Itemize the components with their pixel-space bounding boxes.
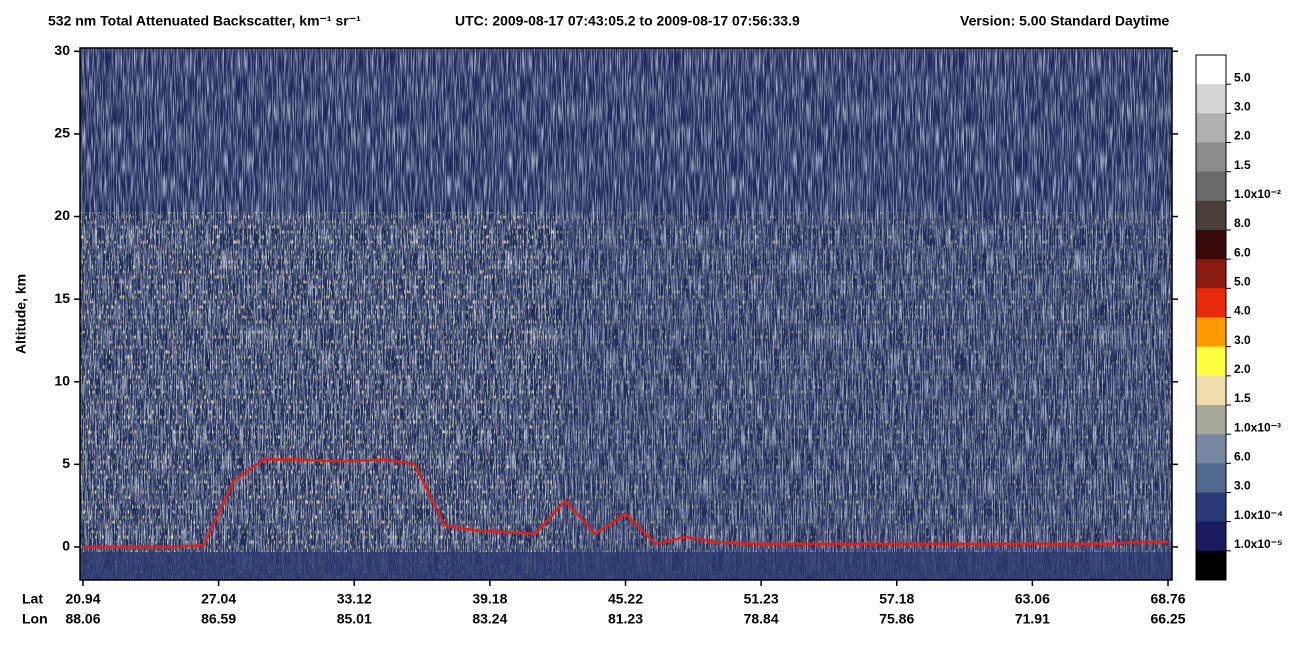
- colorbar-swatch: [1196, 230, 1226, 260]
- y-tick-label: 0: [62, 538, 70, 554]
- colorbar-swatch: [1196, 55, 1226, 85]
- lon-label: 86.59: [201, 611, 236, 627]
- y-tick-label: 10: [54, 372, 70, 388]
- lat-label: 63.06: [1015, 591, 1050, 607]
- subsurface: [80, 552, 1172, 580]
- lon-label: 75.86: [879, 611, 914, 627]
- colorbar-label: 1.5: [1234, 391, 1251, 405]
- colorbar-label: 1.0x10⁻³: [1234, 420, 1281, 434]
- y-tick-label: 15: [54, 290, 70, 306]
- noise-low-dense: [80, 212, 560, 580]
- lon-label: 88.06: [65, 611, 100, 627]
- colorbar-label: 3.0: [1234, 479, 1251, 493]
- colorbar-label: 2.0: [1234, 129, 1251, 143]
- colorbar-swatch: [1196, 259, 1226, 289]
- colorbar-label: 5.0: [1234, 275, 1251, 289]
- lon-label: 78.84: [744, 611, 779, 627]
- y-tick-label: 25: [54, 125, 70, 141]
- colorbar-swatch: [1196, 375, 1226, 406]
- colorbar-swatch: [1196, 492, 1226, 523]
- colorbar-swatch: [1196, 463, 1226, 493]
- lon-row-label: Lon: [22, 611, 48, 627]
- colorbar-swatch: [1196, 346, 1226, 377]
- colorbar-label: 8.0: [1234, 216, 1251, 230]
- lat-label: 39.18: [472, 591, 507, 607]
- lon-label: 66.25: [1150, 611, 1185, 627]
- colorbar-swatch: [1196, 200, 1226, 231]
- colorbar-label: 1.5: [1234, 158, 1251, 172]
- colorbar-label: 1.0x10⁻⁵: [1234, 537, 1283, 551]
- colorbar-label: 3.0: [1234, 100, 1251, 114]
- colorbar-label: 6.0: [1234, 245, 1251, 259]
- lat-label: 68.76: [1150, 591, 1185, 607]
- colorbar-swatch: [1196, 434, 1226, 464]
- colorbar-swatch: [1196, 171, 1226, 202]
- lat-row-label: Lat: [22, 591, 43, 607]
- colorbar-label: 3.0: [1234, 333, 1251, 347]
- colorbar-label: 1.0x10⁻²: [1234, 187, 1281, 201]
- lon-label: 85.01: [337, 611, 372, 627]
- colorbar-swatch: [1196, 405, 1226, 435]
- lon-label: 71.91: [1015, 611, 1050, 627]
- y-axis-title: Altitude, km: [13, 274, 29, 354]
- colorbar-label: 1.0x10⁻⁴: [1234, 508, 1283, 522]
- colorbar-label: 6.0: [1234, 450, 1251, 464]
- colorbar-swatch: [1196, 550, 1226, 581]
- colorbar-swatch: [1196, 142, 1226, 173]
- version: Version: 5.00 Standard Daytime: [960, 13, 1170, 29]
- y-tick-label: 30: [54, 42, 70, 58]
- chart-title: 532 nm Total Attenuated Backscatter, km⁻…: [48, 13, 361, 29]
- lon-label: 81.23: [608, 611, 643, 627]
- backscatter-image: [80, 48, 1172, 580]
- lat-label: 45.22: [608, 591, 643, 607]
- colorbar-label: 4.0: [1234, 304, 1251, 318]
- lon-label: 83.24: [472, 611, 507, 627]
- lat-label: 57.18: [879, 591, 914, 607]
- y-tick-label: 5: [62, 455, 70, 471]
- lat-label: 33.12: [337, 591, 372, 607]
- utc-range: UTC: 2009-08-17 07:43:05.2 to 2009-08-17…: [455, 13, 800, 29]
- y-tick-label: 20: [54, 207, 70, 223]
- colorbar-swatch: [1196, 521, 1226, 552]
- colorbar-swatch: [1196, 84, 1226, 114]
- lat-label: 20.94: [65, 591, 100, 607]
- colorbar-swatch: [1196, 113, 1226, 143]
- colorbar-swatch: [1196, 288, 1226, 318]
- colorbar-swatch: [1196, 317, 1226, 348]
- surface-elevation: [83, 458, 1168, 549]
- lat-label: 51.23: [744, 591, 779, 607]
- colorbar-label: 2.0: [1234, 362, 1251, 376]
- lat-label: 27.04: [201, 591, 236, 607]
- colorbar-label: 5.0: [1234, 70, 1251, 84]
